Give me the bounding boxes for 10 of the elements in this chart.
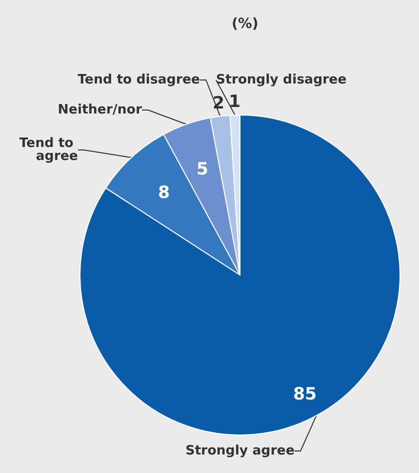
data-label: 85	[293, 384, 317, 404]
slice-label: Tend to agree	[19, 136, 78, 164]
data-label: 5	[196, 159, 208, 180]
slice-label: Strongly disagree	[216, 72, 347, 88]
slice-label: Tend to disagree	[78, 72, 200, 88]
chart-title: (%)	[232, 16, 258, 32]
data-label: 1	[228, 92, 241, 112]
slice-label: Neither/nor	[58, 102, 143, 118]
data-label: 8	[158, 182, 170, 203]
slice-label: Strongly agree	[185, 444, 295, 458]
